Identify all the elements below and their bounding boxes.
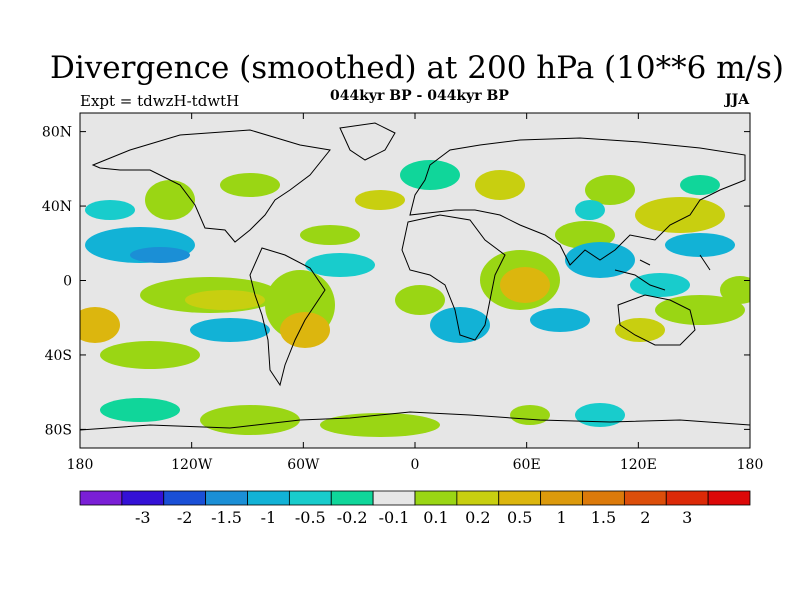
field-patch <box>530 308 590 332</box>
lon-tick-label: 180 <box>737 457 764 473</box>
colorbar-label: 0.2 <box>465 508 490 527</box>
lat-tick-label: 80S <box>45 422 72 438</box>
field-patch <box>220 173 280 197</box>
field-patch <box>130 247 190 263</box>
field-patch <box>500 267 550 303</box>
colorbar-label: -0.2 <box>337 508 368 527</box>
colorbar-swatch <box>330 490 374 506</box>
lat-tick-label: 40N <box>42 199 72 215</box>
field-patch <box>100 398 180 422</box>
colorbar-swatch <box>372 490 416 506</box>
map-title: Divergence (smoothed) at 200 hPa (10**6 … <box>50 50 784 86</box>
field-patch <box>680 175 720 195</box>
field-patch <box>635 197 725 233</box>
field-patch <box>185 290 265 310</box>
lat-tick-label: 80N <box>42 125 72 141</box>
colorbar-swatch <box>205 490 248 506</box>
colorbar-label: -3 <box>135 508 151 527</box>
experiment-label: Expt = tdwzH-tdwtH <box>80 92 240 110</box>
colorbar-label: 1 <box>556 508 566 527</box>
colorbar-label: 3 <box>682 508 692 527</box>
colorbar-swatch <box>288 490 332 506</box>
coastline-maritime-continent <box>614 254 711 291</box>
lon-tick-label: 60W <box>287 457 320 473</box>
colorbar-label: -0.1 <box>379 508 410 527</box>
field-patch <box>575 200 605 220</box>
field-patch <box>400 160 460 190</box>
lat-tick-label: 40S <box>45 348 72 364</box>
colorbar-swatch <box>163 490 207 506</box>
field-patch <box>665 233 735 257</box>
coastline-antarctica <box>80 411 750 431</box>
colorbar-swatch <box>498 490 542 506</box>
lon-tick-label: 120W <box>171 457 213 473</box>
field-patch <box>280 312 330 348</box>
lon-tick-label: 120E <box>620 457 657 473</box>
coastline-greenland <box>339 122 396 161</box>
field-patch <box>630 273 690 297</box>
colorbar-label: -1 <box>261 508 277 527</box>
lat-tick-label: 0 <box>63 274 72 290</box>
field-patch <box>200 405 300 435</box>
coastline-eurasia <box>409 137 746 266</box>
field-patch <box>100 341 200 369</box>
divergence-field <box>80 160 750 437</box>
field-patch <box>475 170 525 200</box>
colorbar-label: 0.5 <box>507 508 532 527</box>
field-patch <box>300 225 360 245</box>
colorbar-swatch <box>121 490 165 506</box>
field-patch <box>585 175 635 205</box>
colorbar-swatch <box>456 490 500 506</box>
coastline-north-america <box>91 129 331 243</box>
field-patch <box>355 190 405 210</box>
colorbar-label: -1.5 <box>211 508 242 527</box>
field-patch <box>190 318 270 342</box>
colorbar-label: -0.5 <box>295 508 326 527</box>
coastline-australia <box>617 294 696 346</box>
colorbar-swatch <box>707 490 751 506</box>
colorbar-label: 2 <box>640 508 650 527</box>
colorbar-swatch <box>79 490 123 506</box>
field-patch <box>145 180 195 220</box>
field-patch <box>85 200 135 220</box>
lon-tick-label: 0 <box>411 457 420 473</box>
field-patch <box>395 285 445 315</box>
axis-ticks <box>79 113 751 448</box>
colorbar-swatch <box>247 490 290 506</box>
coastlines <box>80 122 750 431</box>
coastline-africa <box>401 214 506 341</box>
period-subtitle: 044kyr BP - 044kyr BP <box>330 88 509 104</box>
axis-tick-labels: 180 120W 60W 0 60E 120E 180 80N 40N 0 40S 80S <box>42 125 763 473</box>
colorbar-swatch <box>623 490 667 506</box>
field-patch <box>510 405 550 425</box>
colorbar-label: -2 <box>177 508 193 527</box>
colorbar-label: 1.5 <box>591 508 616 527</box>
colorbar: -3 -2 -1.5 -1 -0.5 -0.2 -0.1 0.1 0.2 0.5 1 1.5 2 3 <box>79 490 751 527</box>
field-patch <box>615 318 665 342</box>
colorbar-swatch <box>665 490 709 506</box>
field-patch <box>720 276 750 304</box>
coastline-south-america <box>249 247 326 387</box>
colorbar-swatch <box>540 490 583 506</box>
colorbar-swatch <box>582 490 625 506</box>
field-patch <box>80 307 120 343</box>
field-patch <box>320 413 440 437</box>
season-label: JJA <box>725 92 750 108</box>
colorbar-label: 0.1 <box>423 508 448 527</box>
field-patch <box>575 403 625 427</box>
lon-tick-label: 60E <box>513 457 541 473</box>
colorbar-swatch <box>414 490 458 506</box>
field-patch <box>305 253 375 277</box>
field-patch <box>655 295 745 325</box>
field-patch <box>430 307 490 343</box>
lon-tick-label: 180 <box>67 457 94 473</box>
